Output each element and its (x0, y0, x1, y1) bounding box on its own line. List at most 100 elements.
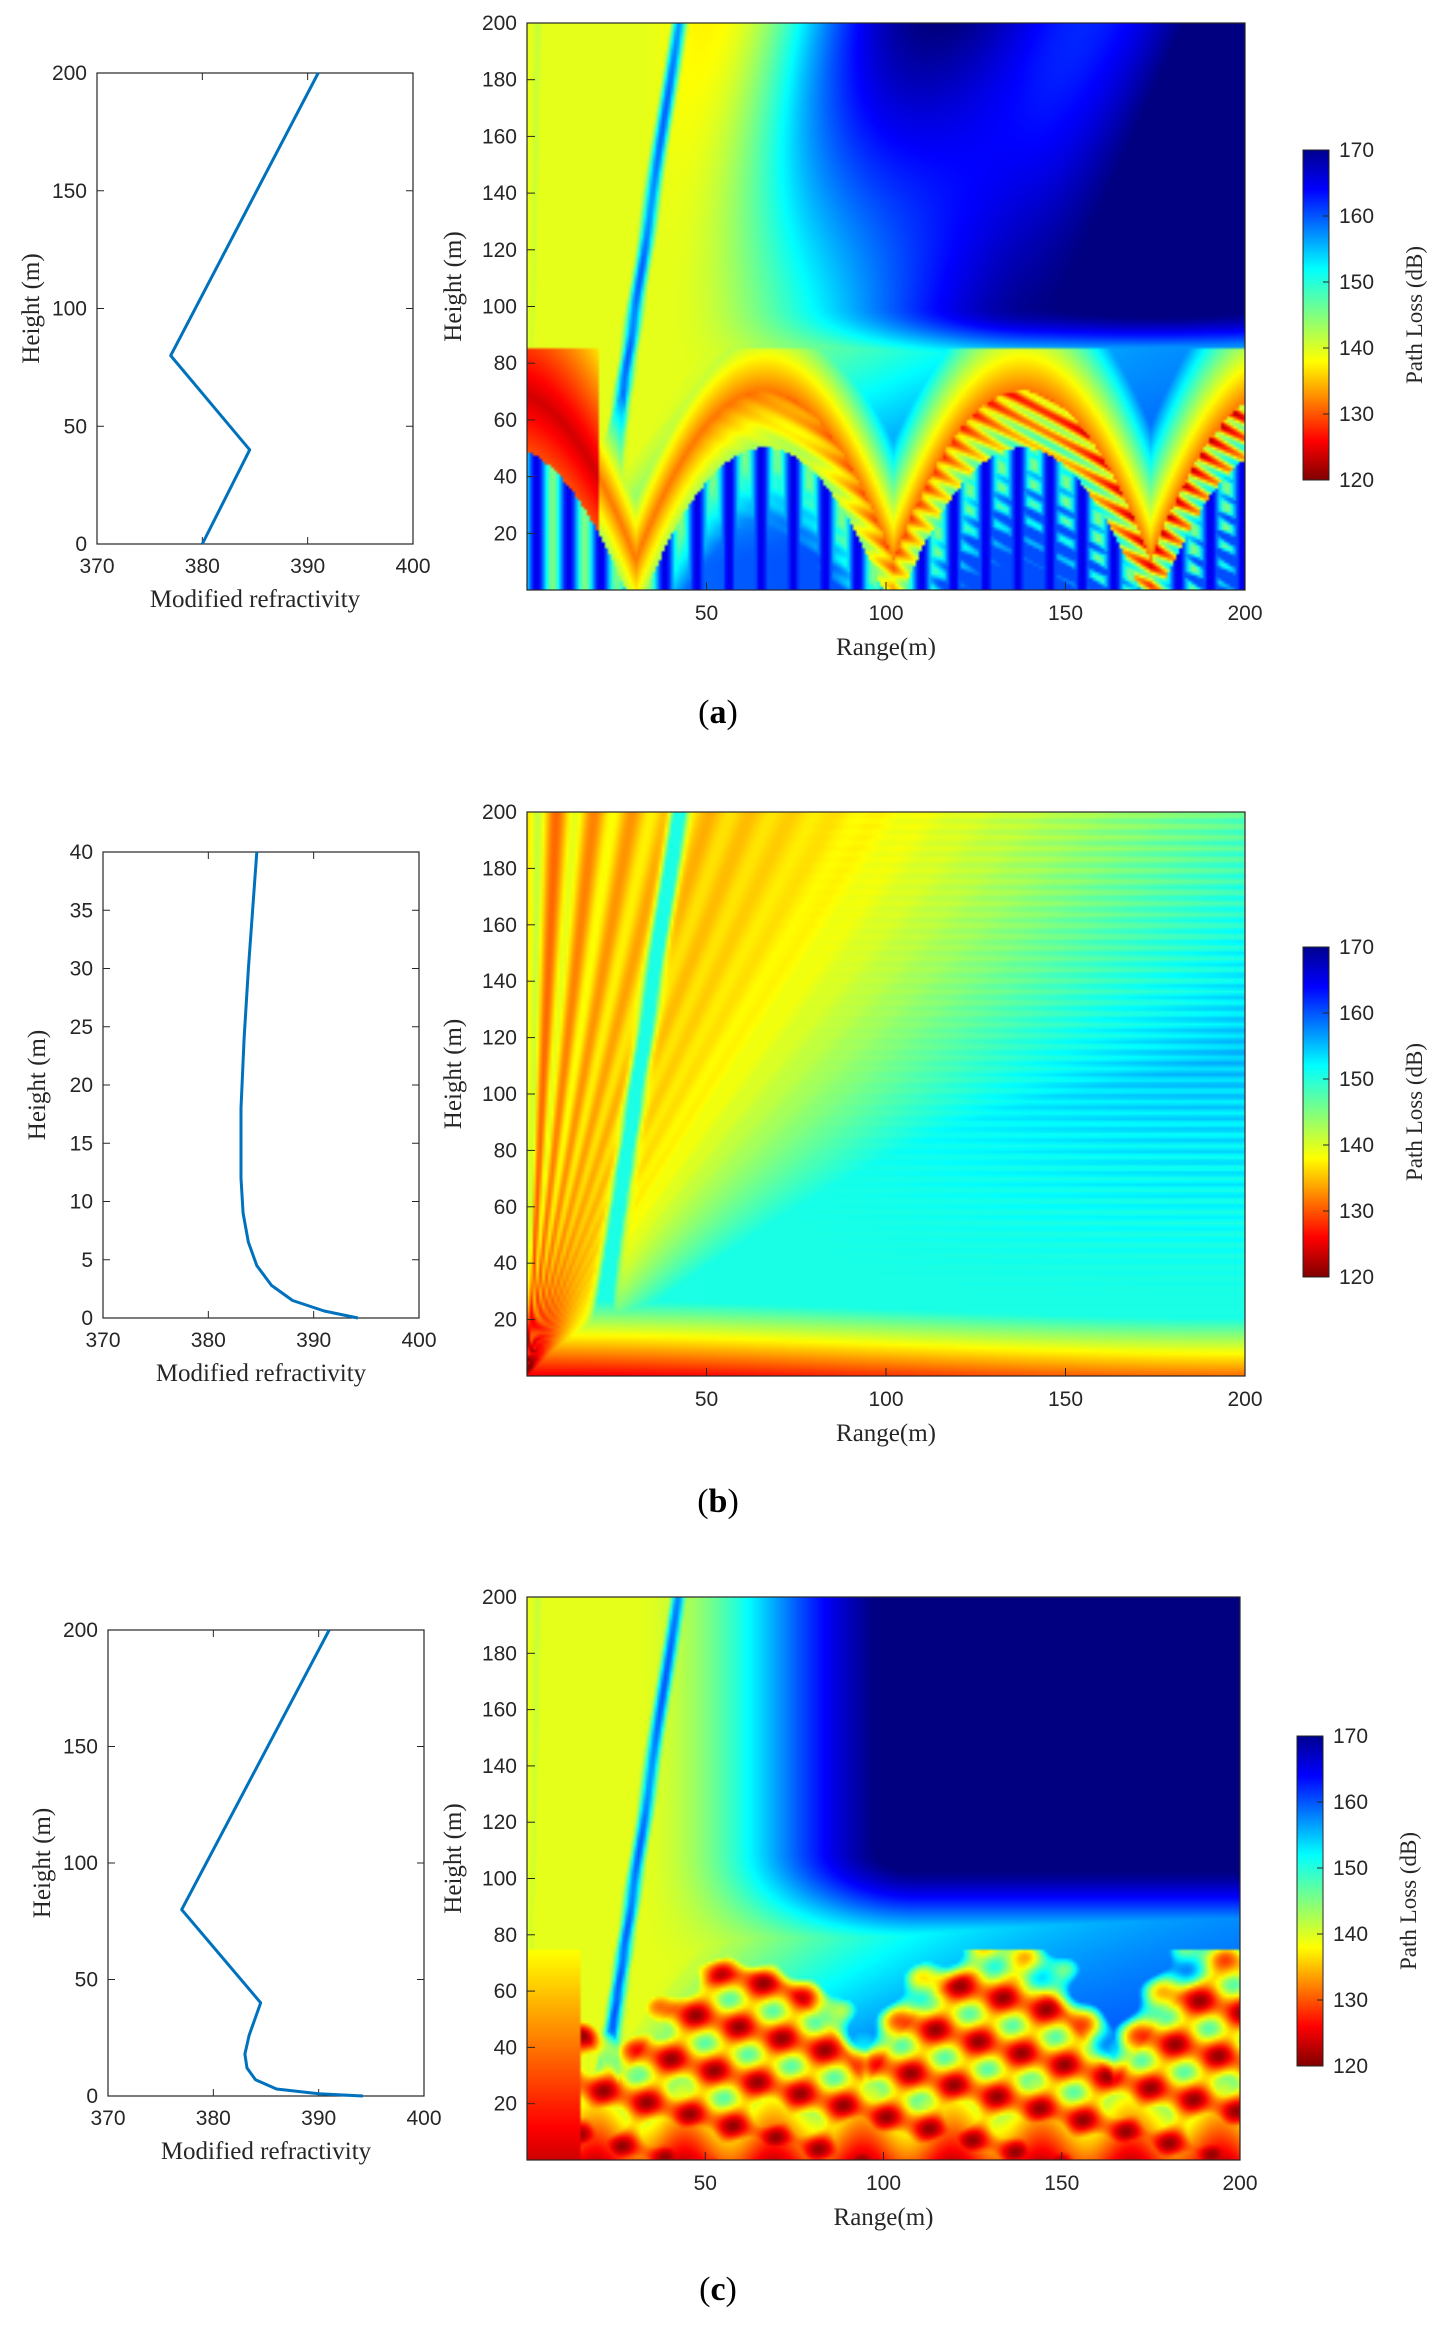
x-tick-label: 370 (85, 1329, 120, 1352)
x-tick-label: 380 (185, 555, 220, 578)
y-tick-label: 140 (482, 182, 517, 205)
colorbar-a: 120 130 140 150 160 170 Path Loss (dB) (1302, 139, 1427, 492)
x-tick-label: 390 (290, 555, 325, 578)
colorbar-tick-label: 150 (1339, 1068, 1374, 1091)
profile-plot-b: 370 380 390 400 0 5 10 15 20 25 30 35 40 Modified ref… (24, 841, 437, 1387)
colorbar-tick-label: 140 (1339, 337, 1374, 360)
panel-b: 370 380 390 400 0 5 10 15 20 25 30 35 40 Modified ref… (24, 801, 1427, 1520)
y-tick-label: 40 (494, 466, 517, 489)
colorbar-tick-label: 130 (1339, 403, 1374, 426)
refractivity-profile-line (180, 1629, 363, 2098)
y-tick-label: 0 (86, 2085, 98, 2108)
colorbar-label: Path Loss (dB) (1402, 1043, 1427, 1181)
colorbar-tick-label: 120 (1333, 2055, 1368, 2078)
y-tick-label: 100 (63, 1852, 98, 1875)
y-tick-label: 200 (482, 801, 517, 824)
y-tick-label: 40 (494, 1252, 517, 1275)
y-tick-label: 120 (482, 1027, 517, 1050)
y-tick-label: 100 (482, 1868, 517, 1891)
y-tick-label: 15 (70, 1132, 93, 1155)
y-tick-label: 10 (70, 1191, 93, 1214)
path-loss-heatmap (527, 1597, 1240, 2160)
colorbar-tick-label: 120 (1339, 469, 1374, 492)
y-tick-label: 40 (494, 2036, 517, 2059)
profile-x-axis-label: Modified refractivity (156, 1360, 367, 1387)
profile-y-axis-label: Height (m) (29, 1808, 56, 1918)
y-tick-label: 160 (482, 125, 517, 148)
y-tick-label: 0 (75, 533, 87, 556)
x-tick-label: 390 (296, 1329, 331, 1352)
panel-a: 370 380 390 400 0 50 100 150 200 Modified refract… (18, 12, 1427, 731)
x-tick-label: 50 (694, 2172, 717, 2195)
x-tick-label: 200 (1227, 602, 1262, 625)
colorbar-tick-label: 160 (1339, 205, 1374, 228)
y-tick-label: 100 (52, 298, 87, 321)
panel-caption: (a) (698, 694, 738, 731)
panel-caption: (b) (697, 1483, 739, 1520)
y-tick-label: 35 (70, 899, 93, 922)
y-tick-label: 40 (70, 841, 93, 864)
colorbar-tick-label: 130 (1333, 1989, 1368, 2012)
x-tick-label: 400 (395, 555, 430, 578)
y-tick-label: 25 (70, 1016, 93, 1039)
heatmap-y-axis-label: Height (m) (440, 1019, 467, 1129)
path-loss-heatmap (527, 23, 1245, 590)
x-tick-label: 400 (401, 1329, 436, 1352)
y-tick-label: 100 (482, 1083, 517, 1106)
colorbar-tick-label: 170 (1339, 139, 1374, 162)
profile-axes-box (107, 1629, 425, 2097)
y-tick-label: 20 (494, 2093, 517, 2116)
y-tick-label: 150 (52, 180, 87, 203)
y-tick-label: 60 (494, 1196, 517, 1219)
colorbar-scale (1296, 1735, 1324, 2067)
y-tick-label: 60 (494, 409, 517, 432)
y-tick-label: 50 (75, 1969, 98, 1992)
refractivity-profile-line (169, 72, 320, 545)
x-tick-label: 390 (301, 2107, 336, 2130)
colorbar-tick-label: 150 (1339, 271, 1374, 294)
colorbar-tick-label: 170 (1339, 936, 1374, 959)
y-tick-label: 150 (63, 1736, 98, 1759)
colorbar-label: Path Loss (dB) (1402, 246, 1427, 384)
profile-y-axis-label: Height (m) (18, 253, 45, 363)
y-tick-label: 100 (482, 296, 517, 319)
y-tick-label: 160 (482, 914, 517, 937)
colorbar-tick-label: 160 (1339, 1002, 1374, 1025)
x-tick-label: 150 (1048, 1388, 1083, 1411)
x-tick-label: 150 (1048, 602, 1083, 625)
y-tick-label: 140 (482, 1755, 517, 1778)
x-tick-label: 200 (1227, 1388, 1262, 1411)
x-tick-label: 200 (1222, 2172, 1257, 2195)
colorbar-tick-label: 140 (1333, 1923, 1368, 1946)
heatmap-x-axis-label: Range(m) (834, 2204, 934, 2231)
y-tick-label: 120 (482, 239, 517, 262)
profile-y-axis-label: Height (m) (24, 1030, 51, 1140)
panel-c: 370 380 390 400 0 50 100 150 200 Modified refract… (29, 1586, 1421, 2308)
y-tick-label: 160 (482, 1699, 517, 1722)
y-tick-label: 180 (482, 69, 517, 92)
colorbar-tick-label: 160 (1333, 1791, 1368, 1814)
y-tick-label: 20 (70, 1074, 93, 1097)
path-loss-heatmap (527, 812, 1245, 1376)
x-tick-label: 370 (90, 2107, 125, 2130)
profile-plot-a: 370 380 390 400 0 50 100 150 200 Modified refract… (18, 62, 431, 613)
colorbar-scale (1302, 149, 1330, 481)
y-tick-label: 80 (494, 1924, 517, 1947)
panel-caption-letter: b (709, 1483, 728, 1520)
heatmap-x-axis-label: Range(m) (836, 1420, 936, 1447)
y-tick-label: 200 (52, 62, 87, 85)
colorbar-label: Path Loss (dB) (1396, 1832, 1421, 1970)
y-tick-label: 180 (482, 857, 517, 880)
y-tick-label: 120 (482, 1811, 517, 1834)
y-tick-label: 80 (494, 352, 517, 375)
x-tick-label: 150 (1044, 2172, 1079, 2195)
y-tick-label: 140 (482, 970, 517, 993)
y-tick-label: 20 (494, 1309, 517, 1332)
y-tick-label: 200 (482, 1586, 517, 1609)
heatmap-y-axis-label: Height (m) (440, 1803, 467, 1913)
x-tick-label: 380 (191, 1329, 226, 1352)
colorbar-tick-label: 130 (1339, 1200, 1374, 1223)
x-tick-label: 100 (868, 1388, 903, 1411)
y-tick-label: 180 (482, 1642, 517, 1665)
